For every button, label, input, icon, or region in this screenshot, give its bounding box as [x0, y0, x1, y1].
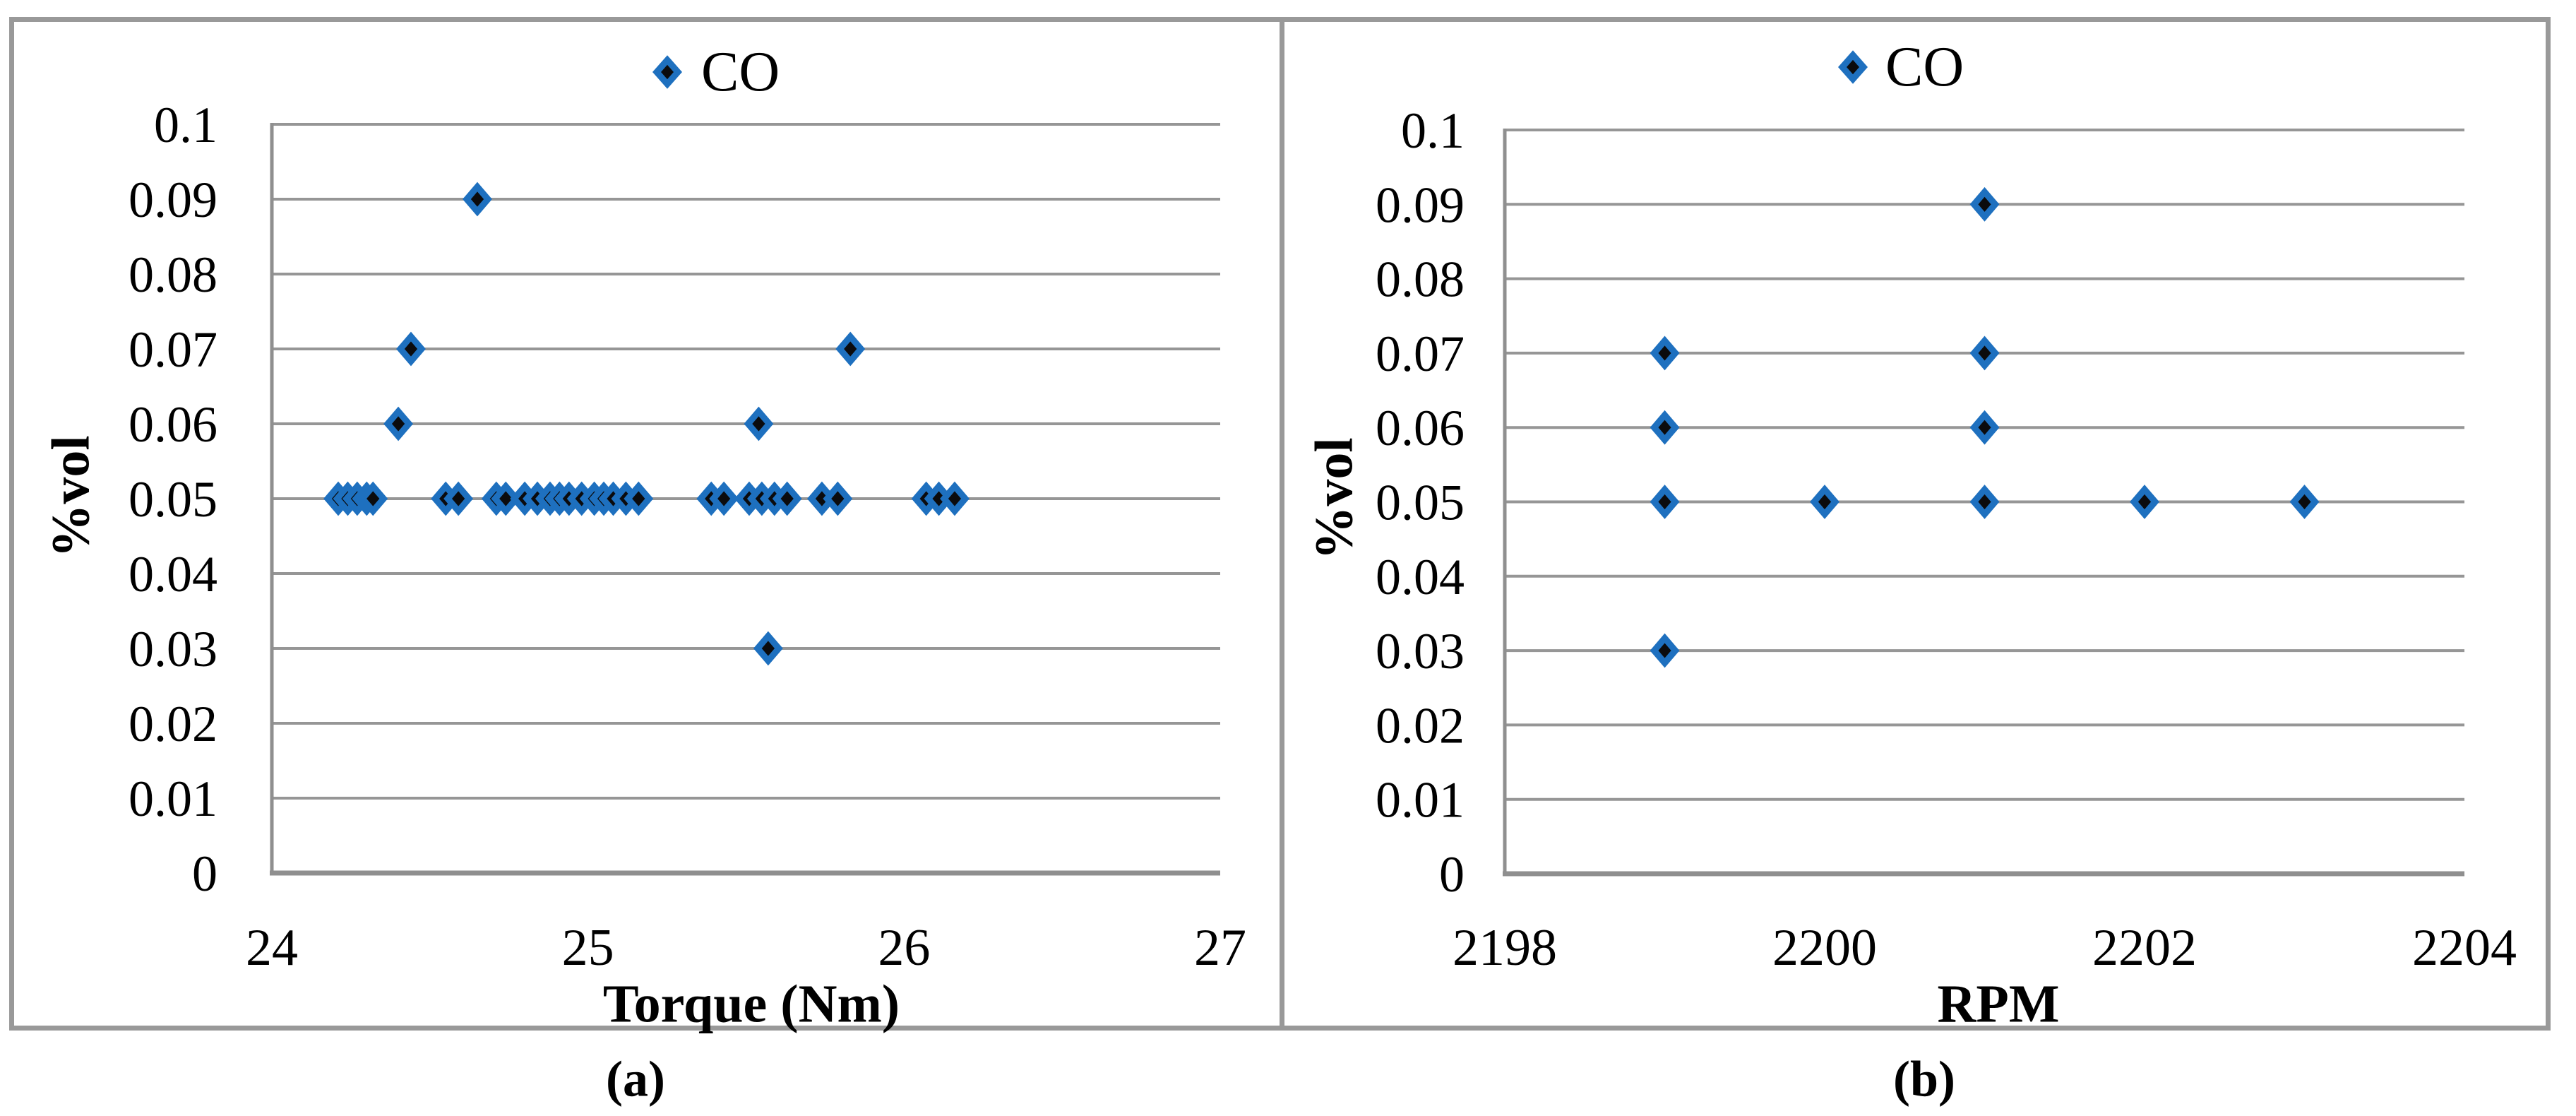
data-point-marker [1969, 336, 2000, 371]
y-tick-label: 0.08 [129, 247, 217, 303]
data-point-marker [1810, 485, 1839, 519]
y-tick-label: 0.05 [1376, 475, 1465, 531]
x-tick-label: 25 [562, 919, 614, 977]
diamond-marker-icon [652, 55, 683, 89]
diamond-marker-icon [1837, 50, 1868, 84]
y-tick-label: 0.07 [129, 321, 217, 378]
y-tick-label: 0.04 [1376, 549, 1465, 605]
x-tick-label: 27 [1194, 919, 1246, 977]
data-point-marker [772, 481, 802, 516]
y-tick-label: 0 [192, 845, 217, 902]
data-point-marker [383, 406, 413, 441]
legend-panel-a: CO [650, 41, 780, 103]
x-tick-label: 26 [878, 919, 930, 977]
data-point-marker [2130, 485, 2159, 519]
y-tick-label: 0.06 [1376, 400, 1465, 456]
y-tick-label: 0.1 [1401, 102, 1465, 159]
data-point-marker [2289, 485, 2320, 519]
data-point-marker [1650, 633, 1680, 668]
x-tick-label: 2202 [2092, 919, 2197, 977]
data-point-marker [491, 481, 521, 516]
y-tick-label: 0 [1439, 846, 1465, 903]
legend-label-b: CO [1885, 36, 1964, 98]
y-tick-label: 0.03 [129, 621, 217, 677]
data-point-marker [443, 481, 474, 516]
data-point-marker [835, 331, 866, 367]
data-point-marker [1650, 336, 1680, 371]
data-point-marker [1650, 485, 1680, 519]
caption-panel-b: (b) [1893, 1050, 1955, 1108]
y-tick-label: 0.07 [1376, 326, 1465, 382]
x-axis-title-a: Torque (Nm) [602, 974, 900, 1034]
caption-panel-a: (a) [606, 1050, 665, 1108]
x-tick-label: 2204 [2412, 919, 2517, 977]
data-point-marker [1650, 410, 1680, 445]
y-tick-label: 0.04 [129, 546, 217, 602]
y-tick-label: 0.03 [1376, 623, 1465, 679]
x-axis-title-b: RPM [1937, 974, 2060, 1034]
y-tick-label: 0.01 [129, 771, 217, 827]
legend-label-a: CO [701, 41, 780, 103]
data-point-marker [823, 481, 853, 516]
data-point-marker [463, 182, 492, 217]
data-point-marker [744, 406, 774, 441]
y-axis-title-b: %vol [1304, 437, 1364, 560]
data-point-marker [358, 481, 388, 516]
data-point-marker [709, 481, 739, 516]
data-point-marker [624, 481, 654, 516]
y-tick-label: 0.09 [1376, 177, 1465, 233]
y-tick-label: 0.09 [129, 172, 217, 228]
data-point-marker [940, 481, 970, 516]
legend-panel-b: CO [1836, 36, 1964, 98]
y-tick-label: 0.05 [129, 471, 217, 528]
y-tick-label: 0.08 [1376, 251, 1465, 308]
data-point-marker [1969, 186, 2000, 222]
y-tick-label: 0.1 [154, 97, 217, 153]
x-tick-label: 2200 [1772, 919, 1877, 977]
data-point-marker [753, 631, 783, 666]
x-tick-label: 24 [246, 919, 298, 977]
y-axis-title-a: %vol [41, 435, 101, 558]
y-tick-label: 0.02 [129, 696, 217, 752]
panel-divider [1280, 17, 1284, 1031]
y-tick-label: 0.01 [1376, 772, 1465, 829]
data-point-marker [1969, 485, 2000, 519]
x-tick-label: 2198 [1453, 919, 1557, 977]
y-tick-label: 0.02 [1376, 697, 1465, 754]
data-point-marker [1969, 410, 2000, 445]
y-tick-label: 0.06 [129, 396, 217, 453]
data-point-marker [396, 331, 426, 367]
